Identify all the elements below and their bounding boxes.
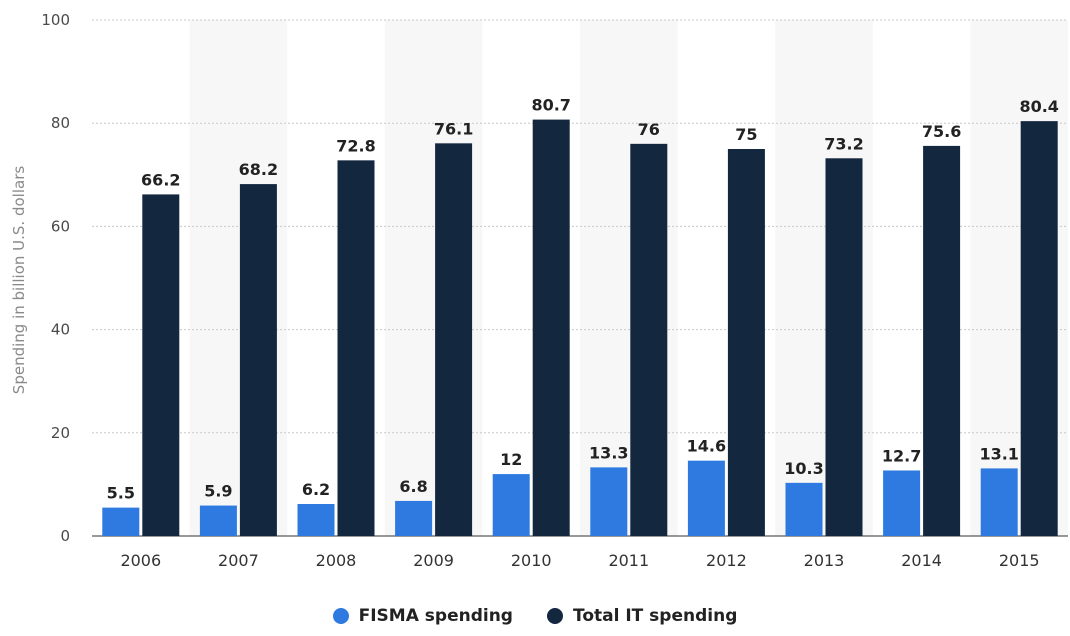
x-tick-label: 2014 — [901, 551, 942, 570]
y-tick-label: 20 — [51, 424, 70, 442]
data-label: 13.3 — [589, 443, 628, 462]
x-tick-label: 2010 — [511, 551, 552, 570]
y-axis-ticks: 0 20 40 60 80 100 — [41, 11, 70, 545]
data-label: 80.7 — [531, 96, 570, 115]
data-label: 66.2 — [141, 170, 180, 189]
bars: 5.5 66.2 5.9 68.2 6.2 72.8 6.8 76.1 12 80.7 13.3 76… — [102, 96, 1059, 537]
bar-fisma[interactable] — [883, 470, 921, 536]
y-tick-label: 0 — [60, 527, 70, 545]
data-label: 10.3 — [784, 459, 823, 478]
bar-total-it[interactable] — [142, 194, 180, 536]
x-tick-label: 2006 — [120, 551, 161, 570]
bar-fisma[interactable] — [687, 460, 725, 536]
bar-fisma[interactable] — [297, 504, 335, 536]
data-label: 72.8 — [336, 136, 375, 155]
y-axis-label: Spending in billion U.S. dollars — [10, 166, 28, 395]
data-label: 5.5 — [107, 484, 135, 503]
x-tick-label: 2008 — [316, 551, 357, 570]
bar-fisma[interactable] — [785, 482, 823, 536]
data-label: 76.1 — [434, 119, 473, 138]
data-label: 12 — [500, 450, 522, 469]
bar-total-it[interactable] — [337, 160, 375, 537]
y-tick-label: 80 — [51, 114, 70, 132]
data-label: 5.9 — [204, 482, 232, 501]
x-tick-label: 2011 — [608, 551, 649, 570]
x-tick-label: 2015 — [999, 551, 1040, 570]
data-label: 68.2 — [239, 160, 278, 179]
data-label: 75.6 — [922, 122, 961, 141]
data-label: 13.1 — [979, 444, 1018, 463]
bar-fisma[interactable] — [590, 467, 628, 536]
bar-total-it[interactable] — [1020, 121, 1058, 537]
x-tick-label: 2012 — [706, 551, 747, 570]
x-tick-label: 2007 — [218, 551, 259, 570]
data-label: 14.6 — [687, 437, 726, 456]
legend-item-total-it[interactable]: Total IT spending — [546, 606, 738, 626]
legend: FISMA spending Total IT spending — [0, 606, 1070, 626]
bar-total-it[interactable] — [532, 119, 570, 536]
data-label: 12.7 — [882, 446, 921, 465]
x-axis-ticks: 2006 2007 2008 2009 2010 2011 2012 2013 2014 2015 — [120, 551, 1039, 570]
bar-total-it[interactable] — [727, 149, 765, 536]
bar-fisma[interactable] — [980, 468, 1018, 536]
bar-total-it[interactable] — [825, 158, 863, 536]
x-tick-label: 2013 — [804, 551, 845, 570]
legend-marker-total-it — [546, 608, 563, 624]
data-label: 73.2 — [824, 134, 863, 153]
data-label: 75 — [735, 125, 757, 144]
data-label: 6.8 — [399, 477, 427, 496]
bar-fisma[interactable] — [199, 505, 237, 536]
data-label: 76 — [638, 120, 660, 139]
data-label: 80.4 — [1019, 97, 1058, 116]
y-tick-label: 100 — [41, 11, 70, 29]
bar-fisma[interactable] — [395, 500, 433, 536]
bar-total-it[interactable] — [630, 143, 668, 536]
legend-item-fisma[interactable]: FISMA spending — [332, 606, 513, 626]
legend-marker-fisma — [332, 608, 349, 624]
y-tick-label: 40 — [51, 321, 70, 339]
bar-fisma[interactable] — [492, 474, 530, 536]
bar-total-it[interactable] — [923, 145, 961, 537]
x-tick-label: 2009 — [413, 551, 454, 570]
legend-label-fisma: FISMA spending — [358, 606, 513, 626]
bar-fisma[interactable] — [102, 507, 140, 536]
legend-label-total-it: Total IT spending — [572, 606, 738, 626]
bar-total-it[interactable] — [435, 143, 473, 536]
data-label: 6.2 — [302, 480, 330, 499]
bar-total-it[interactable] — [239, 184, 277, 536]
y-tick-label: 60 — [51, 217, 70, 235]
